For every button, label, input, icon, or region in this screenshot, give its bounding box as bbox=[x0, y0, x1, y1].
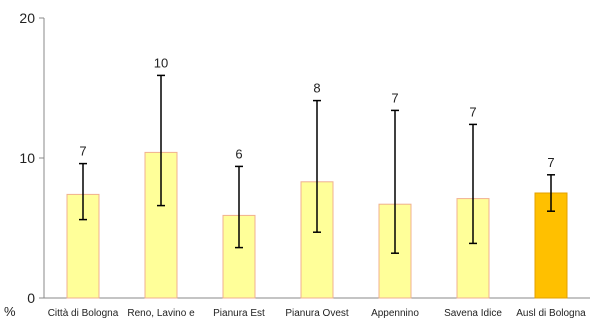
category-label: Savena Idice bbox=[444, 308, 502, 319]
y-tick-label: 10 bbox=[19, 150, 35, 166]
data-label: 10 bbox=[154, 55, 168, 70]
bar bbox=[144, 151, 178, 299]
data-label: 7 bbox=[469, 104, 476, 119]
category-label: Appennino bbox=[371, 308, 419, 319]
y-tick-label: 20 bbox=[19, 10, 35, 26]
chart-data-labels: 7 10 6 8 7 7 7 bbox=[79, 55, 554, 169]
data-label: 7 bbox=[79, 144, 86, 159]
category-label: Pianura Est bbox=[213, 308, 265, 319]
category-label: Reno, Lavino e bbox=[127, 308, 195, 319]
category-label: Città di Bologna bbox=[48, 308, 119, 319]
chart-axes: 0 10 20 bbox=[19, 10, 590, 306]
chart-error-bars bbox=[79, 74, 555, 254]
bar bbox=[534, 192, 568, 299]
y-tick-label: 0 bbox=[27, 290, 35, 306]
data-label: 7 bbox=[547, 155, 554, 170]
chart-category-labels: Città di Bologna Reno, Lavino e Pianura Es… bbox=[48, 308, 586, 319]
data-label: 8 bbox=[313, 81, 320, 96]
y-axis-label: % bbox=[4, 304, 16, 319]
data-label: 6 bbox=[235, 146, 242, 161]
category-label: Pianura Ovest bbox=[285, 308, 349, 319]
bar bbox=[222, 214, 256, 299]
category-label: Ausl di Bologna bbox=[516, 308, 586, 319]
data-label: 7 bbox=[391, 90, 398, 105]
